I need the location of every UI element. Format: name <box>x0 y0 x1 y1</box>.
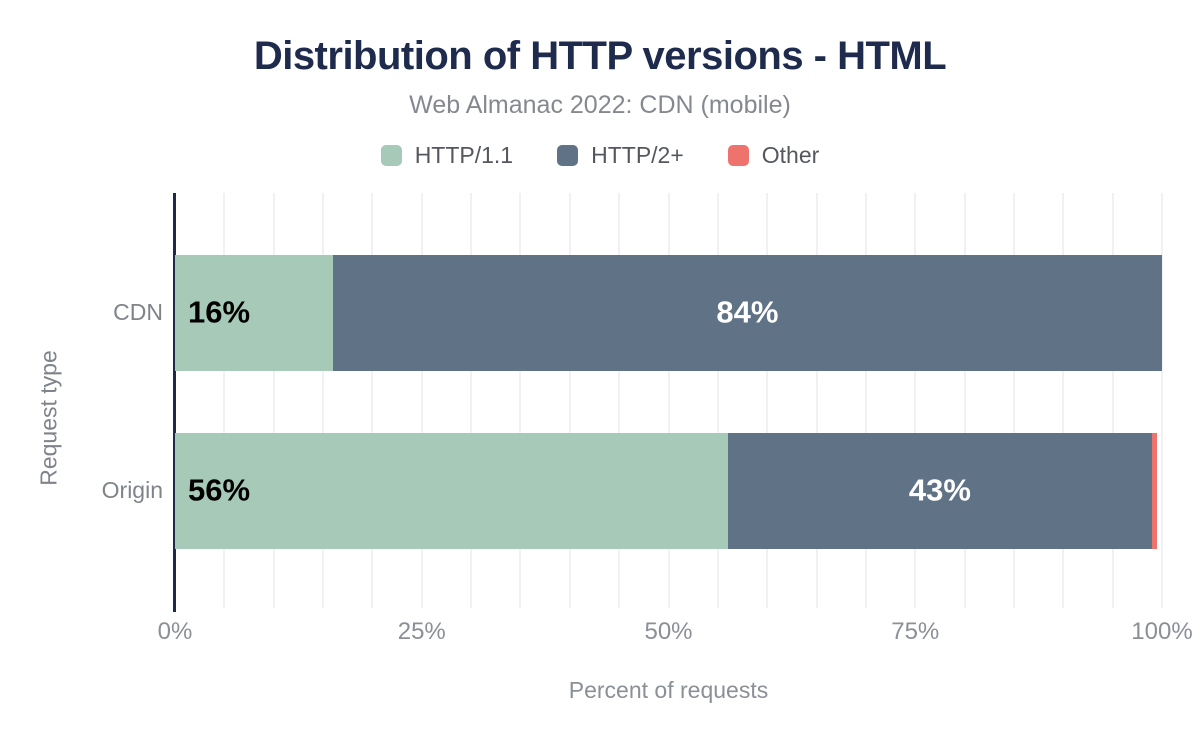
x-axis-title: Percent of requests <box>568 677 769 703</box>
gridline <box>519 193 522 608</box>
y-axis-line <box>173 193 176 612</box>
segment-value-label: 43% <box>908 472 971 508</box>
bar-segment <box>1152 433 1158 549</box>
legend-item: HTTP/2+ <box>557 142 684 169</box>
gridline <box>864 193 867 608</box>
bar-segment <box>175 255 333 371</box>
x-tick-label: 75% <box>891 618 940 645</box>
gridline <box>716 193 719 608</box>
x-tick-label: 0% <box>157 618 193 645</box>
gridline <box>766 193 769 608</box>
chart-subtitle: Web Almanac 2022: CDN (mobile) <box>409 91 791 119</box>
legend-swatch-icon <box>380 145 402 166</box>
gridline <box>914 193 917 608</box>
gridline <box>568 193 571 608</box>
gridline <box>371 193 374 608</box>
gridline <box>223 193 226 608</box>
category-label: Origin <box>101 477 163 503</box>
legend-swatch-icon <box>557 145 579 166</box>
gridline <box>1062 193 1065 608</box>
plot-area: CDN 16% 84% Origin 56% 43% 0% 25% 50% 75% 100% <box>102 193 1193 645</box>
segment-value-label: 16% <box>188 294 251 330</box>
chart-title: Distribution of HTTP versions - HTML <box>253 34 947 78</box>
legend-item: HTTP/1.1 <box>380 142 514 169</box>
legend-item: Other <box>727 142 820 169</box>
x-tick-label: 25% <box>397 618 446 645</box>
bar-segment <box>332 255 1162 371</box>
legend-label: Other <box>761 142 820 168</box>
gridline <box>1111 193 1114 608</box>
legend-swatch-icon <box>727 145 749 166</box>
bar-row-cdn: CDN 16% 84% <box>113 255 1162 371</box>
gridline <box>1161 193 1163 608</box>
segment-value-label: 84% <box>716 294 779 330</box>
gridline <box>322 193 325 608</box>
legend-label: HTTP/2+ <box>591 142 684 168</box>
gridline <box>470 193 473 608</box>
legend-label: HTTP/1.1 <box>414 142 514 168</box>
gridline <box>420 193 423 608</box>
legend: HTTP/1.1 HTTP/2+ Other <box>0 142 1200 169</box>
bar-row-origin: Origin 56% 43% <box>102 433 1162 549</box>
gridline <box>272 193 275 608</box>
bar-segment <box>727 433 1153 549</box>
y-axis-title: Request type <box>35 350 62 486</box>
segment-value-label: 56% <box>188 472 251 508</box>
bar-segment <box>175 433 728 549</box>
x-tick-label: 50% <box>644 618 693 645</box>
category-label: CDN <box>113 299 163 325</box>
gridline <box>618 193 621 608</box>
gridline <box>963 193 966 608</box>
x-tick-label: 100% <box>1131 618 1193 645</box>
gridline <box>815 193 818 608</box>
gridline <box>667 193 670 608</box>
gridline <box>1012 193 1015 608</box>
